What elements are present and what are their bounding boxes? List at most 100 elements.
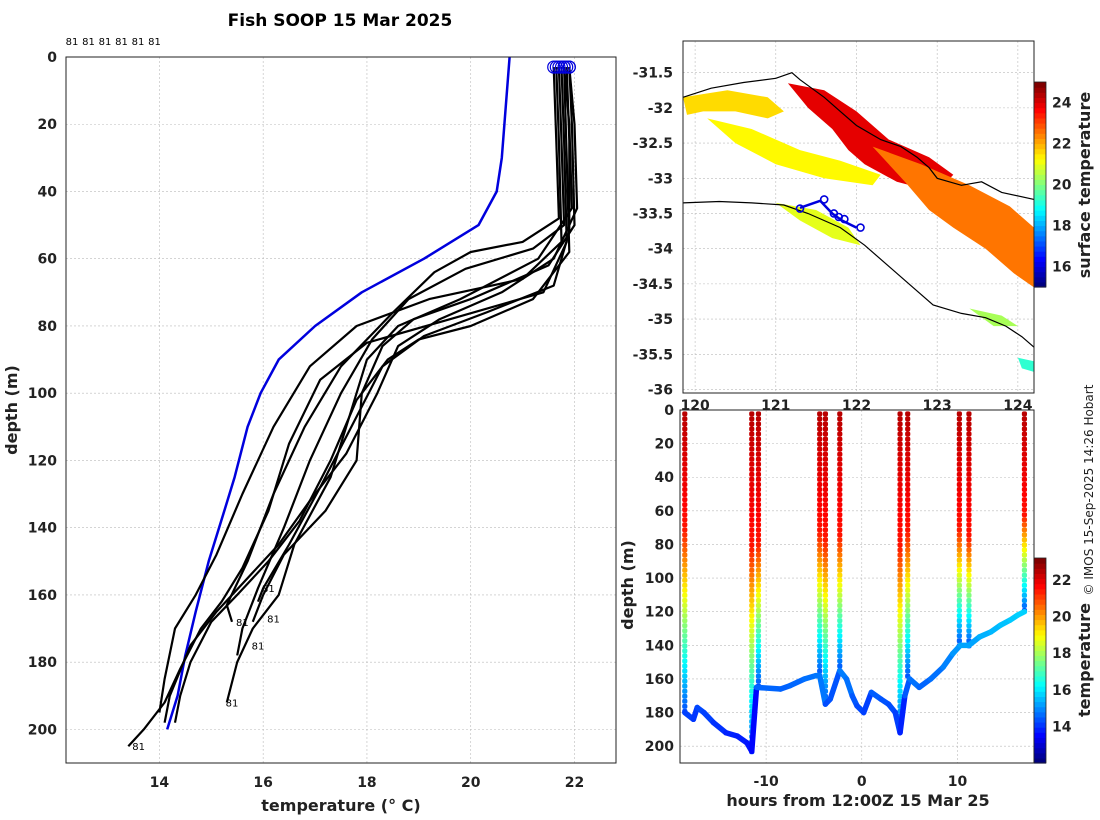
- map-y-tick-label: -35: [648, 312, 673, 328]
- cast-sample: [905, 602, 911, 608]
- cast-sample: [822, 678, 829, 684]
- cast-sample: [755, 492, 762, 498]
- cast-sample: [682, 668, 688, 674]
- cast-sample: [682, 451, 688, 457]
- cast-sample: [897, 618, 903, 624]
- cast-sample: [837, 446, 843, 452]
- cast-sample: [966, 608, 972, 614]
- cast-sample: [755, 532, 762, 538]
- cast-sample: [897, 502, 903, 508]
- cast-sample: [749, 441, 755, 447]
- cast-sample: [682, 507, 688, 513]
- cast-sample: [682, 648, 688, 654]
- cast-sample: [1021, 436, 1028, 442]
- section-y-axis-label: depth (m): [618, 540, 637, 630]
- cast-sample: [822, 668, 829, 674]
- cast-sample: [822, 577, 829, 583]
- cast-sample: [837, 623, 843, 629]
- map-x-tick-label: 122: [842, 398, 871, 414]
- cast-sample: [897, 653, 903, 659]
- cast-sample: [822, 481, 829, 487]
- cast-end-label: 81: [132, 742, 145, 753]
- cast-sample: [682, 527, 688, 533]
- cast-sample: [905, 502, 911, 508]
- cast-sample: [817, 537, 823, 543]
- cast-sample: [966, 562, 972, 568]
- colorbar-segment: [1034, 153, 1046, 160]
- cast-sample: [755, 466, 762, 472]
- colorbar-segment: [1034, 164, 1046, 170]
- top-cast-label: 81: [99, 37, 112, 48]
- cast-sample: [837, 663, 843, 669]
- cast-sample: [755, 562, 762, 568]
- cast-sample: [817, 648, 823, 654]
- cast-sample: [966, 547, 972, 553]
- cast-sample: [817, 608, 823, 614]
- colorbar-segment: [1034, 174, 1046, 180]
- cast-sample: [755, 608, 762, 614]
- cast-sample: [755, 537, 762, 543]
- cast-sample: [749, 547, 755, 553]
- cast-sample: [749, 552, 755, 558]
- cast-sample: [956, 532, 962, 538]
- section-colorbar-segment: [1034, 588, 1046, 595]
- cast-sample: [822, 527, 829, 533]
- y-tick-label: 120: [28, 453, 57, 469]
- cast-sample: [1021, 582, 1028, 588]
- map-panel: 120 121 122 123 124-31.5-32-32.5-33-33.5-34-…: [633, 40, 1094, 414]
- cast-sample: [897, 587, 903, 593]
- cast-sample: [966, 451, 972, 457]
- cast-sample: [966, 592, 972, 598]
- cast-sample: [822, 537, 829, 543]
- figure-title: Fish SOOP 15 Mar 2025: [228, 11, 453, 31]
- cast-sample: [822, 592, 829, 598]
- cast-sample: [817, 552, 823, 558]
- cast-sample: [905, 628, 911, 634]
- cast-sample: [905, 517, 911, 523]
- section-colorbar-tick-label: 14: [1052, 719, 1072, 735]
- cast-sample: [755, 451, 762, 457]
- cast-sample: [905, 618, 911, 624]
- map-y-tick-label: -31.5: [633, 66, 673, 82]
- cast-sample: [682, 582, 688, 588]
- map-x-tick-label: 121: [761, 398, 790, 414]
- cast-sample: [749, 517, 755, 523]
- cast-sample: [822, 411, 829, 417]
- cast-sample: [749, 587, 755, 593]
- cast-sample: [956, 542, 962, 548]
- cast-sample: [897, 542, 903, 548]
- section-colorbar-segment: [1034, 650, 1046, 656]
- cast-sample: [897, 476, 903, 482]
- cast-sample: [755, 638, 762, 644]
- cast-sample: [755, 668, 762, 674]
- section-colorbar-frame: [1033, 557, 1047, 764]
- cast-sample: [817, 592, 823, 598]
- cast-sample: [956, 562, 962, 568]
- cast-sample: [897, 582, 903, 588]
- cast-sample: [905, 542, 911, 548]
- cast-sample: [956, 441, 962, 447]
- cast-sample: [956, 512, 962, 518]
- section-colorbar-segment: [1034, 696, 1046, 703]
- cast-sample: [1021, 411, 1028, 417]
- colorbar-tick-label: 24: [1052, 96, 1072, 112]
- cast-sample: [956, 602, 962, 608]
- cast-sample: [966, 497, 972, 503]
- cast-sample: [837, 638, 843, 644]
- cast-sample: [817, 507, 823, 513]
- cast-sample: [966, 628, 972, 634]
- sst-patch: [775, 202, 861, 246]
- cast-sample: [749, 623, 755, 629]
- cast-sample: [837, 466, 843, 472]
- cast-sample: [682, 658, 688, 664]
- cast-sample: [682, 618, 688, 624]
- cast-sample: [956, 638, 962, 644]
- cast-sample: [749, 638, 755, 644]
- cast-sample: [749, 542, 755, 548]
- map-x-tick-label: 124: [1003, 398, 1032, 414]
- cast-sample: [822, 638, 829, 644]
- cast-sample: [837, 512, 843, 518]
- cast-sample: [822, 441, 829, 447]
